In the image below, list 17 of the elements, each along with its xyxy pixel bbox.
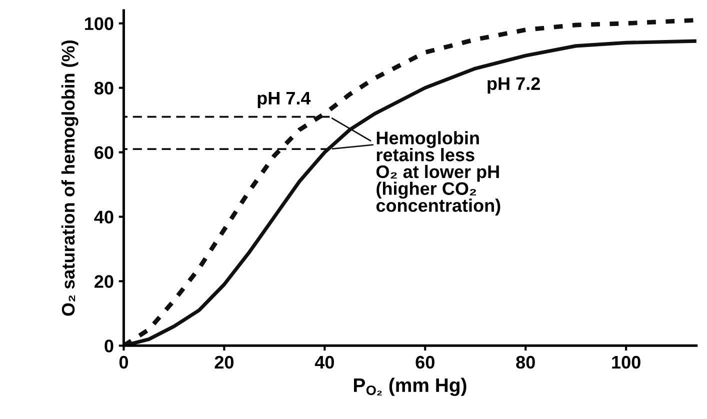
y-tick-label: 100 <box>85 17 114 30</box>
y-tick-label: 20 <box>94 275 114 288</box>
x-tick-label: 100 <box>612 356 640 369</box>
annotation: Hemoglobin retains less O₂ at lower pH (higher CO₂ concentration) <box>376 131 500 216</box>
y-tick-label: 40 <box>94 210 114 224</box>
y-tick-label: 80 <box>94 82 114 95</box>
x-axis-title: P$_{O₂}$ (mm Hg) <box>354 378 466 396</box>
series-label: pH 7.4 <box>258 92 311 108</box>
y-tick-label: 60 <box>94 146 114 160</box>
x-tick-label: 80 <box>516 356 535 369</box>
x-tick-label: 40 <box>314 356 334 369</box>
series-label: pH 7.2 <box>488 77 540 94</box>
x-tick-label: 20 <box>214 356 234 369</box>
x-tick-label: 0 <box>119 356 128 369</box>
y-axis-title: O₂ saturation of hemoglobin (%) <box>61 40 78 316</box>
y-tick-label: 0 <box>104 340 114 352</box>
x-tick-label: 60 <box>416 356 434 369</box>
